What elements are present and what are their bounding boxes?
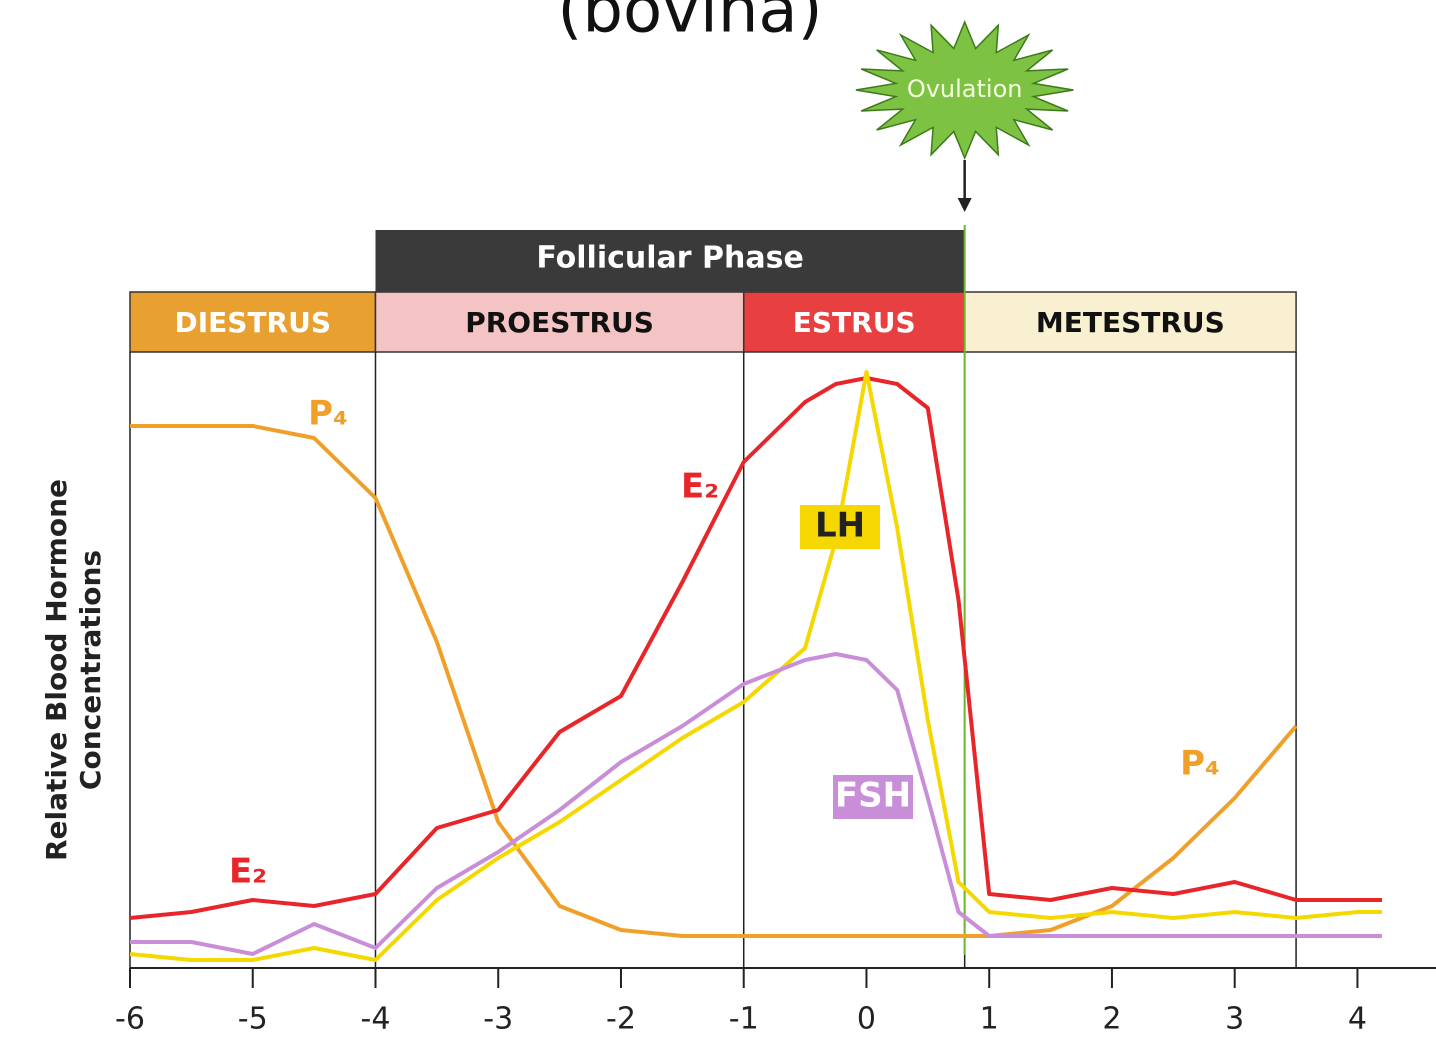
- ovulation-arrowhead: [957, 198, 972, 212]
- x-tick-label: 0: [857, 1002, 876, 1037]
- x-tick-label: 2: [1102, 1002, 1121, 1037]
- x-tick-label: -1: [729, 1002, 759, 1037]
- series-label: P₄: [1180, 744, 1220, 784]
- hormone-line: [130, 424, 1298, 938]
- phase-label: ESTRUS: [793, 306, 916, 339]
- series-label: E₂: [681, 467, 719, 507]
- phase-label: METESTRUS: [1036, 306, 1225, 339]
- series-label: E₂: [229, 852, 267, 892]
- phase-box: [374, 291, 745, 353]
- phase-box: [963, 291, 1297, 353]
- y-label-line: Relative Blood Hormone: [40, 479, 73, 861]
- phase-label: DIESTRUS: [174, 306, 331, 339]
- follicular-phase-label: Follicular Phase: [536, 241, 803, 276]
- series-label: LH: [815, 506, 865, 546]
- series-label: P₄: [308, 394, 348, 434]
- ovulation-label: Ovulation: [907, 75, 1023, 103]
- phase-box: [129, 291, 377, 353]
- series-label: FSH: [835, 776, 911, 816]
- x-tick-label: -6: [115, 1002, 145, 1037]
- x-tick-label: -3: [483, 1002, 513, 1037]
- hormone-line: [130, 652, 1382, 956]
- chart-title: (bovina): [557, 0, 822, 48]
- follicular-phase-bar: [375, 230, 965, 292]
- y-label-line: Concentrations: [74, 550, 107, 790]
- x-tick-label: -5: [238, 1002, 268, 1037]
- x-tick-label: -2: [606, 1002, 636, 1037]
- ovulation-star: [855, 20, 1074, 160]
- label-box: [800, 505, 880, 549]
- x-tick-label: 4: [1348, 1002, 1367, 1037]
- phase-label: PROESTRUS: [465, 306, 654, 339]
- y-axis-label: Relative Blood Hormone Concentrations: [40, 479, 107, 861]
- label-box: [833, 775, 913, 819]
- x-tick-label: 1: [980, 1002, 999, 1037]
- hormone-line: [129, 376, 1382, 920]
- x-tick-label: 3: [1225, 1002, 1244, 1037]
- x-tick-label: -4: [361, 1002, 391, 1037]
